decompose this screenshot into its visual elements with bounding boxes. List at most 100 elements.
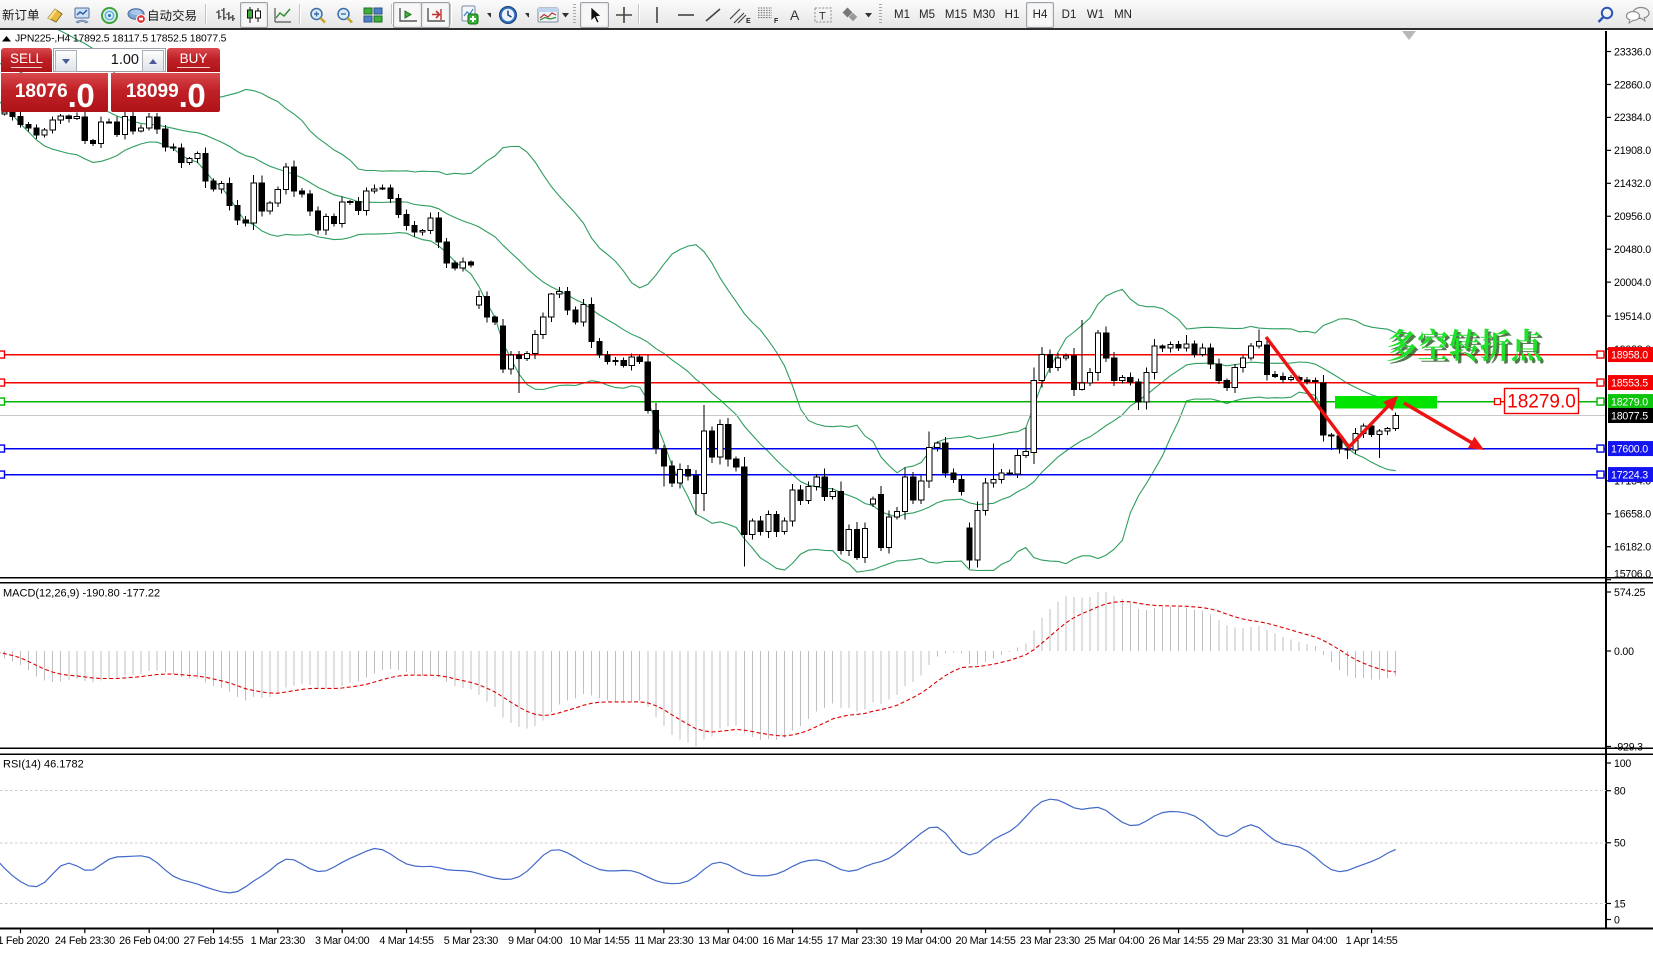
sell-button[interactable]: SELL (1, 48, 52, 72)
time-scale-label[interactable]: 23 Mar 23:30 (1020, 935, 1081, 947)
time-scale-label[interactable]: 11 Mar 23:30 (634, 935, 694, 947)
search-button[interactable] (1592, 2, 1620, 28)
crosshair-button[interactable] (610, 2, 637, 28)
candle-body (218, 182, 225, 190)
equidistant-channel-button[interactable]: E (727, 2, 753, 28)
trendline-button[interactable] (702, 2, 724, 28)
candle-body (877, 494, 885, 549)
indicators-button[interactable] (458, 2, 492, 28)
signal-button[interactable] (97, 2, 121, 28)
price-chart[interactable]: 18279.0 23336.0 22860.0 22384.0 21908.0 21432… (0, 20, 1653, 950)
chart-line-icon (274, 8, 291, 23)
periods-button[interactable] (496, 2, 530, 28)
candle-body (524, 353, 531, 360)
time-scale-label[interactable]: 16 Mar 14:55 (763, 935, 824, 947)
time-scale-label[interactable]: 9 Mar 04:00 (508, 935, 563, 947)
volume-decrease-button[interactable] (55, 50, 77, 72)
time-scale-label[interactable]: 13 Mar 04:00 (698, 935, 759, 947)
timeframe-m5-button[interactable]: M5 (915, 2, 939, 28)
svg-text:F: F (774, 18, 779, 25)
time-scale-label[interactable]: 29 Mar 23:30 (1213, 935, 1274, 947)
sell-button-label: SELL (9, 51, 44, 66)
time-scale-label[interactable]: 26 Mar 14:55 (1149, 935, 1210, 947)
time-scale-label[interactable]: 25 Mar 04:00 (1084, 935, 1145, 947)
price-scale-label: 19514.0 (1614, 311, 1651, 323)
autotrade-icon (127, 7, 196, 24)
volume-increase-button[interactable] (142, 50, 164, 72)
time-scale-label[interactable]: 19 Mar 04:00 (891, 935, 952, 947)
candle-body (17, 115, 24, 126)
time-scale-label[interactable]: 17 Mar 23:30 (827, 935, 888, 947)
candle-body (129, 115, 137, 132)
timeframe-h4-button[interactable]: H4 (1026, 2, 1054, 28)
timeframe-mn-button[interactable]: MN (1110, 2, 1136, 28)
time-scale-label[interactable]: 21 Feb 2020 (0, 935, 50, 947)
volume-input[interactable]: 1.00 (110, 52, 139, 68)
bull-bear-annotation[interactable] (1387, 328, 1544, 364)
vertical-line-button[interactable] (646, 2, 668, 28)
time-scale-label[interactable]: 10 Mar 14:55 (570, 935, 631, 947)
wizard-button[interactable] (43, 2, 67, 28)
trend-arrow-2[interactable] (1403, 401, 1480, 449)
trend-arrow-1[interactable] (1264, 335, 1396, 450)
candle-body (1119, 376, 1126, 382)
search-icon (1597, 6, 1614, 23)
chat-button[interactable] (1622, 2, 1653, 28)
new-order-button[interactable] (0, 2, 42, 28)
time-scale-label[interactable]: 5 Mar 23:30 (444, 935, 499, 947)
candle-body (652, 409, 659, 450)
candle-body (1183, 343, 1190, 349)
time-scale-label[interactable]: 1 Mar 23:30 (251, 935, 306, 947)
vertical-line-icon (656, 7, 658, 23)
candle-body (1022, 451, 1029, 456)
auto-scroll-button[interactable] (393, 2, 422, 28)
fibonacci-button[interactable]: F (755, 2, 781, 28)
rsi-scale-label: 50 (1614, 838, 1626, 850)
fibonacci-icon: F (758, 7, 779, 25)
zoom-in-button[interactable] (304, 2, 332, 28)
candle-body (548, 293, 555, 318)
horizontal-line-button[interactable] (675, 2, 697, 28)
time-scale-label[interactable]: 4 Mar 14:55 (379, 935, 434, 947)
timeframe-d1-button[interactable]: D1 (1057, 2, 1081, 28)
timeframe-m1-button[interactable]: M1 (890, 2, 914, 28)
timeframe-m30-button[interactable]: M30 (969, 2, 999, 28)
autotrade-button[interactable] (124, 2, 200, 28)
chat-icon (1625, 6, 1650, 25)
text-label-button[interactable]: T (811, 2, 835, 28)
candle-body (644, 361, 651, 411)
templates-button[interactable] (535, 2, 570, 28)
time-scale-label[interactable]: 27 Feb 14:55 (183, 935, 244, 947)
time-scale-label[interactable]: 24 Feb 23:30 (55, 935, 116, 947)
chart-area[interactable]: 18279.0 23336.0 22860.0 22384.0 21908.0 21432… (0, 20, 1653, 950)
timeframe-h1-button[interactable]: H1 (1000, 2, 1024, 28)
price-callout-box[interactable] (1503, 387, 1580, 415)
time-scale-label[interactable]: 31 Mar 04:00 (1277, 935, 1338, 947)
candle-body (773, 513, 780, 533)
time-scale-label[interactable]: 1 Apr 14:55 (1346, 935, 1399, 947)
text-button[interactable]: A (785, 2, 805, 28)
chart-shift-button[interactable] (421, 2, 450, 28)
shapes-button[interactable] (840, 2, 874, 28)
candle-body (845, 529, 852, 551)
tile-windows-button[interactable] (358, 2, 388, 28)
zoom-out-button[interactable] (331, 2, 359, 28)
candle-body (516, 354, 523, 360)
candle-body (934, 442, 941, 449)
chart-line-button[interactable] (269, 2, 297, 28)
cursor-button[interactable] (580, 2, 609, 28)
timeframe-m15-button[interactable]: M15 (941, 2, 971, 28)
buy-price[interactable]: 18099.0 (111, 73, 220, 112)
candle-body (339, 201, 346, 225)
collapse-triangle-icon[interactable] (2, 36, 11, 42)
time-scale-label[interactable]: 20 Mar 14:55 (956, 935, 1017, 947)
marketwatch-button[interactable] (69, 2, 95, 28)
buy-button[interactable]: BUY (167, 48, 220, 72)
time-scale-label[interactable]: 3 Mar 04:00 (315, 935, 370, 947)
time-scale-label[interactable]: 26 Feb 04:00 (119, 935, 180, 947)
chart-bars-button[interactable] (211, 2, 239, 28)
trendline-icon (705, 8, 721, 22)
chart-candles-button[interactable] (240, 2, 268, 28)
timeframe-w1-button[interactable]: W1 (1083, 2, 1108, 28)
sell-price[interactable]: 18076.0 (1, 73, 108, 112)
